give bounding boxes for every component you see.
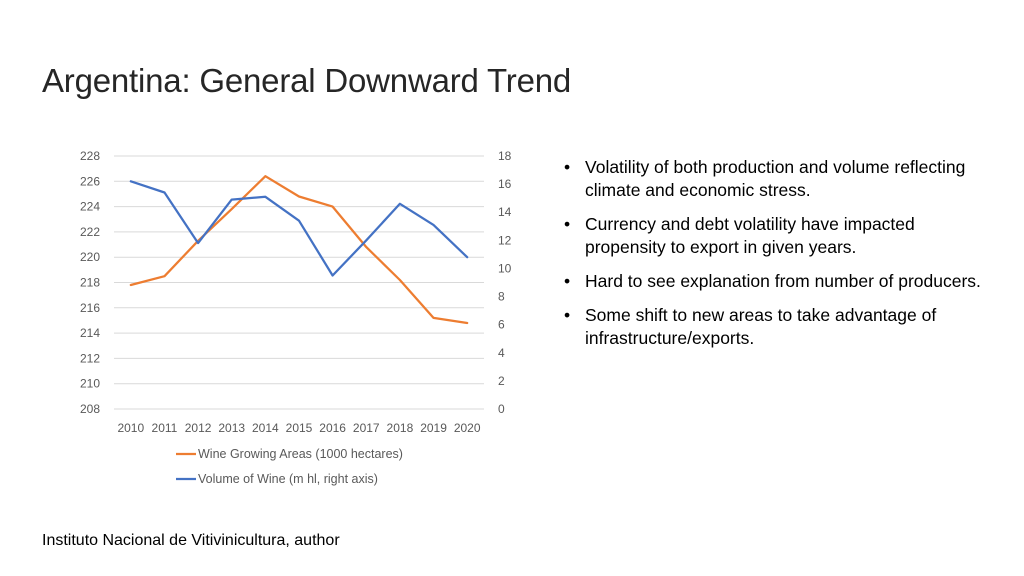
right-axis-tick-label: 10 bbox=[498, 261, 512, 275]
x-axis-ticks: 2010 2011 2012 2013 2014 2015 2016 2017 2018 2019… bbox=[117, 421, 480, 435]
left-axis-tick-label: 220 bbox=[80, 250, 100, 264]
x-axis-tick-label: 2013 bbox=[218, 421, 245, 435]
source-citation: Instituto Nacional de Vitivinicultura, a… bbox=[42, 532, 340, 549]
right-axis-ticks: 0 2 4 6 8 10 12 14 16 18 bbox=[498, 149, 512, 416]
bullet-text: Currency and debt volatility have impact… bbox=[585, 214, 915, 257]
x-axis-tick-label: 2012 bbox=[185, 421, 212, 435]
chart-legend: Wine Growing Areas (1000 hectares) Volume… bbox=[176, 447, 403, 486]
left-axis-tick-label: 212 bbox=[80, 351, 100, 365]
legend-label: Volume of Wine (m hl, right axis) bbox=[198, 472, 378, 486]
slide-title: Argentina: General Downward Trend bbox=[42, 62, 572, 99]
x-axis-tick-label: 2014 bbox=[252, 421, 279, 435]
left-axis-tick-label: 224 bbox=[80, 200, 100, 214]
bullet-text: Volatility of both production and volume… bbox=[585, 157, 966, 200]
x-axis-tick-label: 2010 bbox=[117, 421, 144, 435]
left-axis-tick-label: 208 bbox=[80, 402, 100, 416]
bullet-item: • Some shift to new areas to take advanta… bbox=[562, 304, 992, 350]
x-axis-tick-label: 2015 bbox=[286, 421, 313, 435]
right-axis-tick-label: 6 bbox=[498, 318, 505, 332]
bullet-glyph: • bbox=[564, 214, 571, 234]
bullet-item: • Volatility of both production and volum… bbox=[562, 156, 992, 202]
left-axis-tick-label: 222 bbox=[80, 225, 100, 239]
bullet-list: • Volatility of both production and volum… bbox=[562, 156, 992, 361]
bullet-glyph: • bbox=[564, 305, 571, 325]
legend-label: Wine Growing Areas (1000 hectares) bbox=[198, 447, 403, 461]
bullet-glyph: • bbox=[564, 157, 571, 177]
left-axis-tick-label: 218 bbox=[80, 276, 100, 290]
bullet-glyph: • bbox=[564, 271, 571, 291]
x-axis-tick-label: 2018 bbox=[387, 421, 414, 435]
x-axis-tick-label: 2011 bbox=[152, 421, 178, 435]
x-axis-tick-label: 2017 bbox=[353, 421, 380, 435]
right-axis-tick-label: 18 bbox=[498, 149, 512, 163]
right-axis-tick-label: 0 bbox=[498, 402, 505, 416]
right-axis-tick-label: 2 bbox=[498, 374, 505, 388]
x-axis-tick-label: 2020 bbox=[454, 421, 481, 435]
left-axis-tick-label: 214 bbox=[80, 326, 100, 340]
chart-gridlines bbox=[114, 155, 484, 410]
right-axis-tick-label: 14 bbox=[498, 205, 512, 219]
right-axis-tick-label: 12 bbox=[498, 233, 512, 247]
bullet-item: • Currency and debt volatility have impa… bbox=[562, 213, 992, 259]
bullet-text: Hard to see explanation from number of p… bbox=[585, 271, 981, 291]
x-axis-tick-label: 2019 bbox=[420, 421, 447, 435]
chart-series bbox=[129, 175, 469, 325]
left-axis-ticks: 208 210 212 214 216 218 220 222 224 226 228 bbox=[80, 149, 100, 416]
left-axis-tick-label: 216 bbox=[80, 301, 100, 315]
left-axis-tick-label: 228 bbox=[80, 149, 100, 163]
right-axis-tick-label: 16 bbox=[498, 177, 512, 191]
bullet-text: Some shift to new areas to take advantag… bbox=[585, 305, 937, 348]
left-axis-tick-label: 210 bbox=[80, 377, 100, 391]
bullet-item: • Hard to see explanation from number of … bbox=[562, 270, 992, 293]
left-axis-tick-label: 226 bbox=[80, 174, 100, 188]
right-axis-tick-label: 4 bbox=[498, 346, 505, 360]
x-axis-tick-label: 2016 bbox=[319, 421, 346, 435]
right-axis-tick-label: 8 bbox=[498, 290, 505, 304]
series-line-wine-growing-areas bbox=[129, 175, 469, 325]
